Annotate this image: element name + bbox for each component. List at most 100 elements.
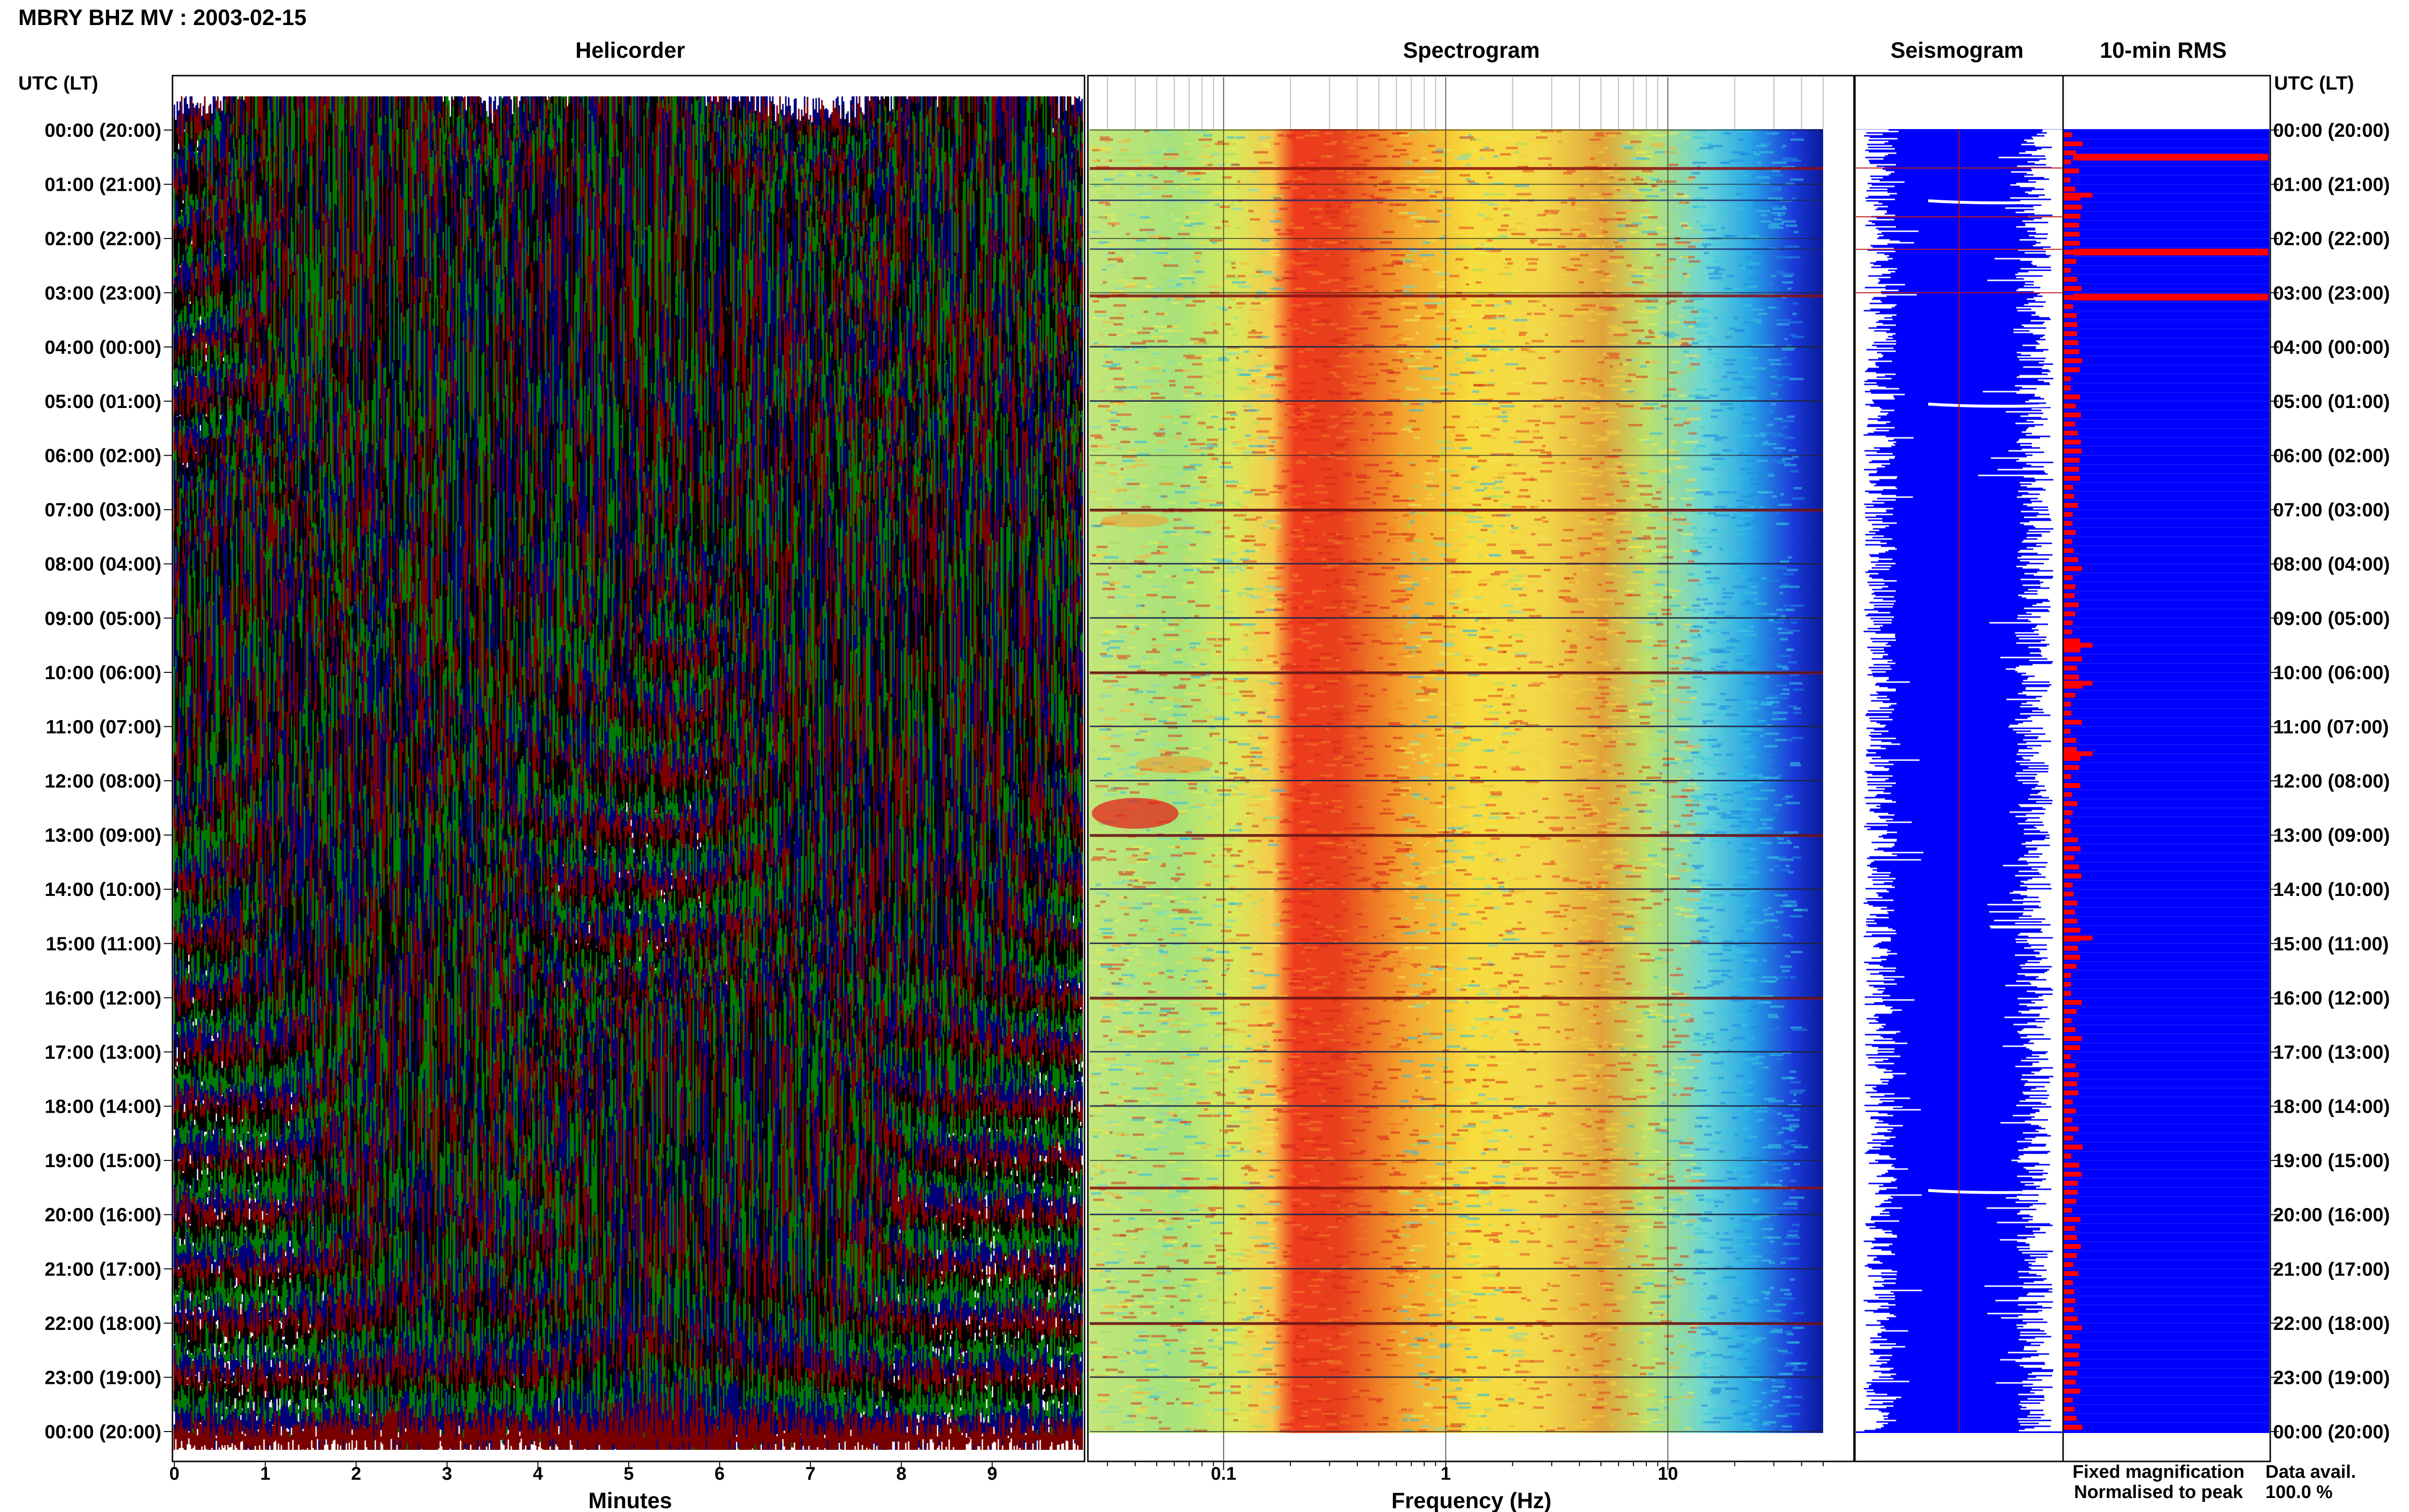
rms-bar <box>2064 448 2082 454</box>
rms-bar <box>2064 891 2074 897</box>
rms-bar <box>2064 1090 2078 1095</box>
rms-bar <box>2064 1343 2080 1349</box>
rms-bar <box>2064 638 2080 644</box>
hour-label-right: 05:00 (01:00) <box>2273 391 2390 412</box>
hour-label-right: 09:00 (05:00) <box>2273 608 2390 629</box>
rms-bar <box>2064 1036 2082 1041</box>
rms-bar <box>2064 304 2073 309</box>
minutes-axis-label: Minutes <box>588 1488 672 1512</box>
rms-bar <box>2064 1162 2079 1168</box>
rms-bar <box>2064 1262 2074 1267</box>
rms-bar <box>2064 710 2072 716</box>
rms-bar <box>2064 729 2071 734</box>
spectrogram-title: Spectrogram <box>1403 38 1540 63</box>
rms-bar <box>2064 1171 2082 1177</box>
rms-bar <box>2064 1009 2077 1014</box>
rms-bar <box>2064 1416 2077 1421</box>
data-avail-label: Data avail. <box>2265 1462 2356 1482</box>
rms-bar <box>2064 557 2078 562</box>
rms-bar <box>2064 539 2072 544</box>
rms-bar <box>2064 475 2080 481</box>
rms-bar <box>2064 521 2073 526</box>
rms-bar <box>2064 1307 2074 1313</box>
rms-bar <box>2064 141 2083 146</box>
rms-bar <box>2064 1334 2072 1340</box>
spectrogram-grid <box>1090 77 1824 1461</box>
hour-label-right: 08:00 (04:00) <box>2273 554 2390 575</box>
spectrogram-frame <box>1087 75 1855 1462</box>
rms-bar <box>2064 259 2077 264</box>
rms-bar <box>2064 756 2080 761</box>
rms-bar <box>2064 864 2079 869</box>
rms-bar <box>2064 1217 2080 1222</box>
hour-label-right: 18:00 (14:00) <box>2273 1096 2390 1118</box>
rms-bar <box>2064 512 2073 517</box>
rms-bar <box>2064 150 2076 156</box>
rms-bar <box>2064 873 2082 879</box>
rms-bar <box>2064 665 2078 671</box>
hour-label-right: 01:00 (21:00) <box>2273 174 2390 196</box>
rms-bar <box>2064 132 2072 137</box>
rms-bar <box>2064 751 2092 756</box>
rms-bar <box>2064 331 2078 336</box>
rms-bar <box>2064 819 2071 824</box>
hour-label-right: 19:00 (15:00) <box>2273 1150 2390 1171</box>
rms-bar <box>2064 268 2071 273</box>
hour-label-right: 10:00 (06:00) <box>2273 662 2390 684</box>
rms-bar <box>2064 458 2080 463</box>
rms-bar <box>2064 1208 2072 1213</box>
rms-bar <box>2064 720 2082 725</box>
rms-bar <box>2064 1045 2080 1051</box>
rms-bar <box>2064 747 2077 752</box>
rms-bar <box>2064 232 2080 237</box>
rms-bar <box>2064 1027 2076 1032</box>
rms-bar <box>2064 657 2082 662</box>
hour-label-left: 19:00 (15:00) <box>45 1150 161 1171</box>
rms-bar <box>2064 1380 2076 1385</box>
hour-label-left: 08:00 (04:00) <box>45 554 161 575</box>
rms-bar <box>2064 991 2071 996</box>
rms-bar <box>2064 1397 2073 1403</box>
hour-label-left: 14:00 (10:00) <box>45 879 161 900</box>
rms-bar <box>2064 846 2081 852</box>
rms-frame <box>2062 75 2271 1462</box>
rms-bar <box>2064 349 2079 355</box>
rms-bar <box>2064 295 2076 300</box>
hour-label-left: 03:00 (23:00) <box>45 283 161 304</box>
hour-label-right: 00:00 (20:00) <box>2273 1421 2390 1443</box>
rms-bar <box>2064 367 2080 372</box>
rms-bar <box>2064 186 2076 192</box>
rms-bar <box>2064 1388 2080 1394</box>
legend-normalised-to-peak: Normalised to peak <box>2074 1482 2243 1502</box>
rms-bar <box>2064 810 2073 815</box>
rms-bar <box>2064 783 2080 788</box>
seismogram-title: Seismogram <box>1891 38 2024 63</box>
rms-bar <box>2064 1190 2078 1195</box>
rms-bar <box>2064 1316 2078 1322</box>
rms-bar <box>2064 584 2076 590</box>
rms-bar <box>2064 1289 2075 1294</box>
minute-tick-label: 0 <box>169 1464 179 1484</box>
rms-bar <box>2064 1280 2073 1285</box>
minute-tick-label: 6 <box>715 1464 725 1484</box>
rms-bar <box>2064 674 2079 680</box>
minute-tick-label: 8 <box>896 1464 906 1484</box>
rms-bar <box>2064 935 2092 941</box>
minute-tick-label: 3 <box>442 1464 452 1484</box>
rms-bar <box>2064 566 2082 571</box>
rms-bar <box>2064 313 2077 318</box>
rms-bar <box>2064 1108 2076 1114</box>
hour-label-left: 12:00 (08:00) <box>45 771 161 792</box>
rms-bar <box>2064 693 2076 698</box>
hour-label-left: 04:00 (00:00) <box>45 337 161 358</box>
hour-label-right: 22:00 (18:00) <box>2273 1313 2390 1334</box>
rms-bar <box>2064 467 2079 472</box>
hour-label-right: 23:00 (19:00) <box>2273 1367 2390 1388</box>
rms-bar <box>2064 1072 2079 1078</box>
rms-bar <box>2064 1244 2081 1249</box>
rms-bar <box>2064 276 2078 282</box>
hour-label-left: 02:00 (22:00) <box>45 228 161 250</box>
rms-bar <box>2064 1298 2076 1303</box>
hour-label-left: 20:00 (16:00) <box>45 1205 161 1226</box>
